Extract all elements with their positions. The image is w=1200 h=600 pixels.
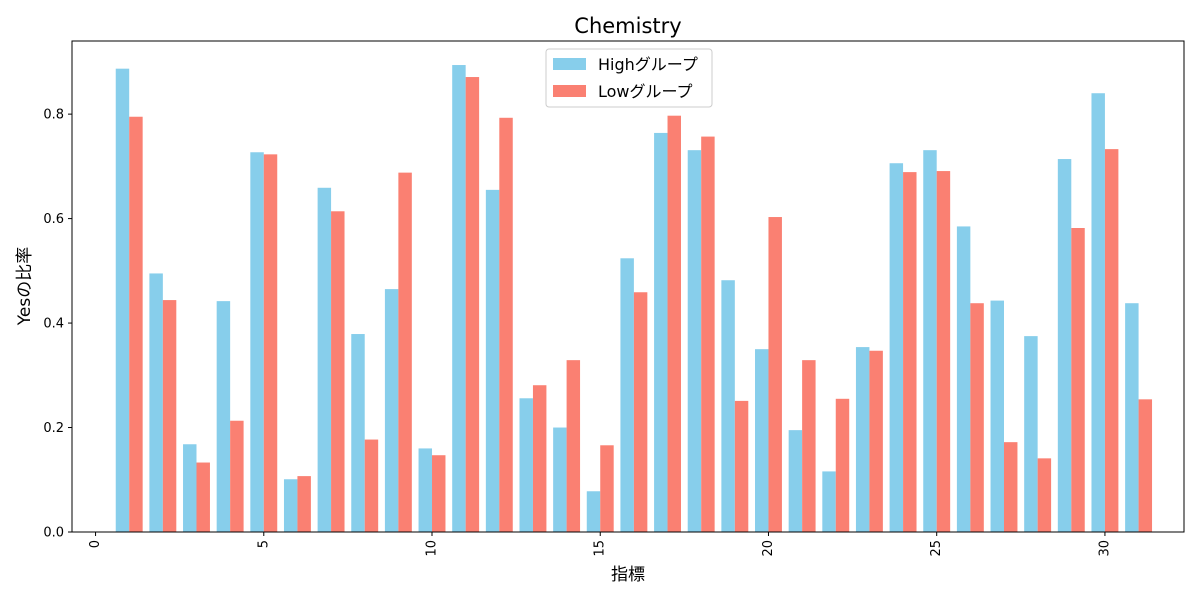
bar-low-16: [633, 292, 648, 532]
bar-low-18: [701, 136, 715, 532]
bar-low-5: [263, 154, 278, 532]
bar-low-12: [499, 117, 513, 532]
bar-low-8: [364, 439, 379, 532]
bar-low-3: [196, 462, 210, 532]
y-tick-label: 0.2: [43, 421, 64, 436]
x-tick-label: 10: [425, 540, 440, 557]
bar-high-5: [250, 152, 264, 532]
legend-frame: [545, 48, 713, 108]
bar-low-4: [230, 420, 244, 532]
x-tick-label: 0: [88, 540, 103, 548]
bar-low-7: [331, 211, 345, 532]
bar-high-1: [115, 68, 130, 533]
bar-low-23: [869, 350, 883, 532]
bar-high-25: [923, 150, 937, 533]
bar-high-8: [351, 334, 365, 532]
bar-low-19: [734, 400, 749, 532]
bar-high-9: [384, 289, 399, 532]
bar-high-24: [889, 163, 904, 533]
chart-title: Chemistry: [574, 14, 681, 38]
bar-low-17: [667, 115, 681, 532]
bar-high-16: [620, 258, 634, 532]
bar-high-2: [149, 273, 163, 532]
y-tick-label: 0.6: [43, 212, 64, 227]
bar-low-30: [1104, 149, 1119, 532]
bar-low-21: [802, 360, 816, 532]
bar-high-14: [553, 427, 567, 532]
bar-high-11: [452, 65, 466, 532]
bar-high-22: [822, 471, 836, 532]
bar-low-6: [297, 476, 311, 532]
bar-high-6: [283, 479, 298, 532]
bar-high-31: [1125, 303, 1139, 532]
y-tick-label: 0.8: [43, 108, 64, 123]
x-tick-label: 30: [1097, 540, 1112, 557]
y-axis-title: Yesの比率: [15, 247, 35, 326]
plot-frame: [71, 40, 1185, 533]
bar-high-29: [1057, 159, 1072, 533]
x-tick-label: 15: [593, 540, 608, 557]
bar-high-13: [519, 398, 533, 532]
x-tick-label: 20: [761, 540, 776, 557]
bar-high-28: [1024, 336, 1038, 532]
bar-low-29: [1071, 228, 1085, 532]
bar-high-10: [418, 448, 433, 532]
bar-low-22: [835, 398, 850, 532]
bar-low-20: [768, 217, 782, 532]
bar-low-27: [1003, 442, 1018, 532]
bar-low-11: [465, 77, 480, 532]
bar-high-18: [687, 150, 702, 533]
bar-low-10: [432, 455, 446, 532]
legend: Highグループ Lowグループ: [545, 48, 713, 108]
bar-high-3: [183, 444, 197, 532]
bar-high-4: [216, 301, 231, 532]
bars-group: [115, 65, 1153, 533]
x-tick-label: 25: [929, 540, 944, 557]
bar-low-25: [936, 171, 951, 532]
y-tick-label: 0.0: [43, 526, 64, 541]
bar-low-15: [600, 445, 614, 532]
bar-high-30: [1091, 93, 1105, 532]
bar-high-17: [654, 132, 668, 532]
legend-swatch-high: [553, 58, 586, 70]
bar-low-14: [566, 360, 581, 532]
bar-low-1: [129, 116, 143, 533]
x-axis-title: 指標: [611, 565, 645, 585]
bar-high-7: [317, 187, 332, 532]
bar-high-15: [586, 491, 601, 532]
bar-low-26: [970, 303, 984, 532]
bar-high-26: [956, 226, 971, 532]
bar-low-13: [532, 385, 547, 532]
bar-high-23: [855, 347, 870, 532]
bar-high-27: [990, 300, 1004, 532]
bar-high-19: [721, 280, 735, 532]
legend-swatch-low: [553, 85, 586, 97]
legend-label-low: Lowグループ: [598, 82, 693, 101]
legend-label-high: Highグループ: [598, 55, 698, 74]
bar-high-20: [755, 349, 769, 532]
bar-low-9: [398, 172, 412, 532]
bar-high-21: [788, 430, 803, 532]
bar-low-28: [1037, 458, 1052, 532]
x-tick-label: 5: [256, 540, 271, 548]
x-axis: 0 5 10 15 20 25 30: [88, 532, 1112, 557]
y-axis: 0.0 0.2 0.4 0.6 0.8: [43, 108, 72, 541]
bar-low-2: [162, 300, 177, 532]
bar-low-31: [1138, 399, 1153, 532]
bar-low-24: [903, 172, 917, 533]
y-tick-label: 0.4: [43, 317, 64, 332]
bar-high-12: [485, 189, 500, 532]
